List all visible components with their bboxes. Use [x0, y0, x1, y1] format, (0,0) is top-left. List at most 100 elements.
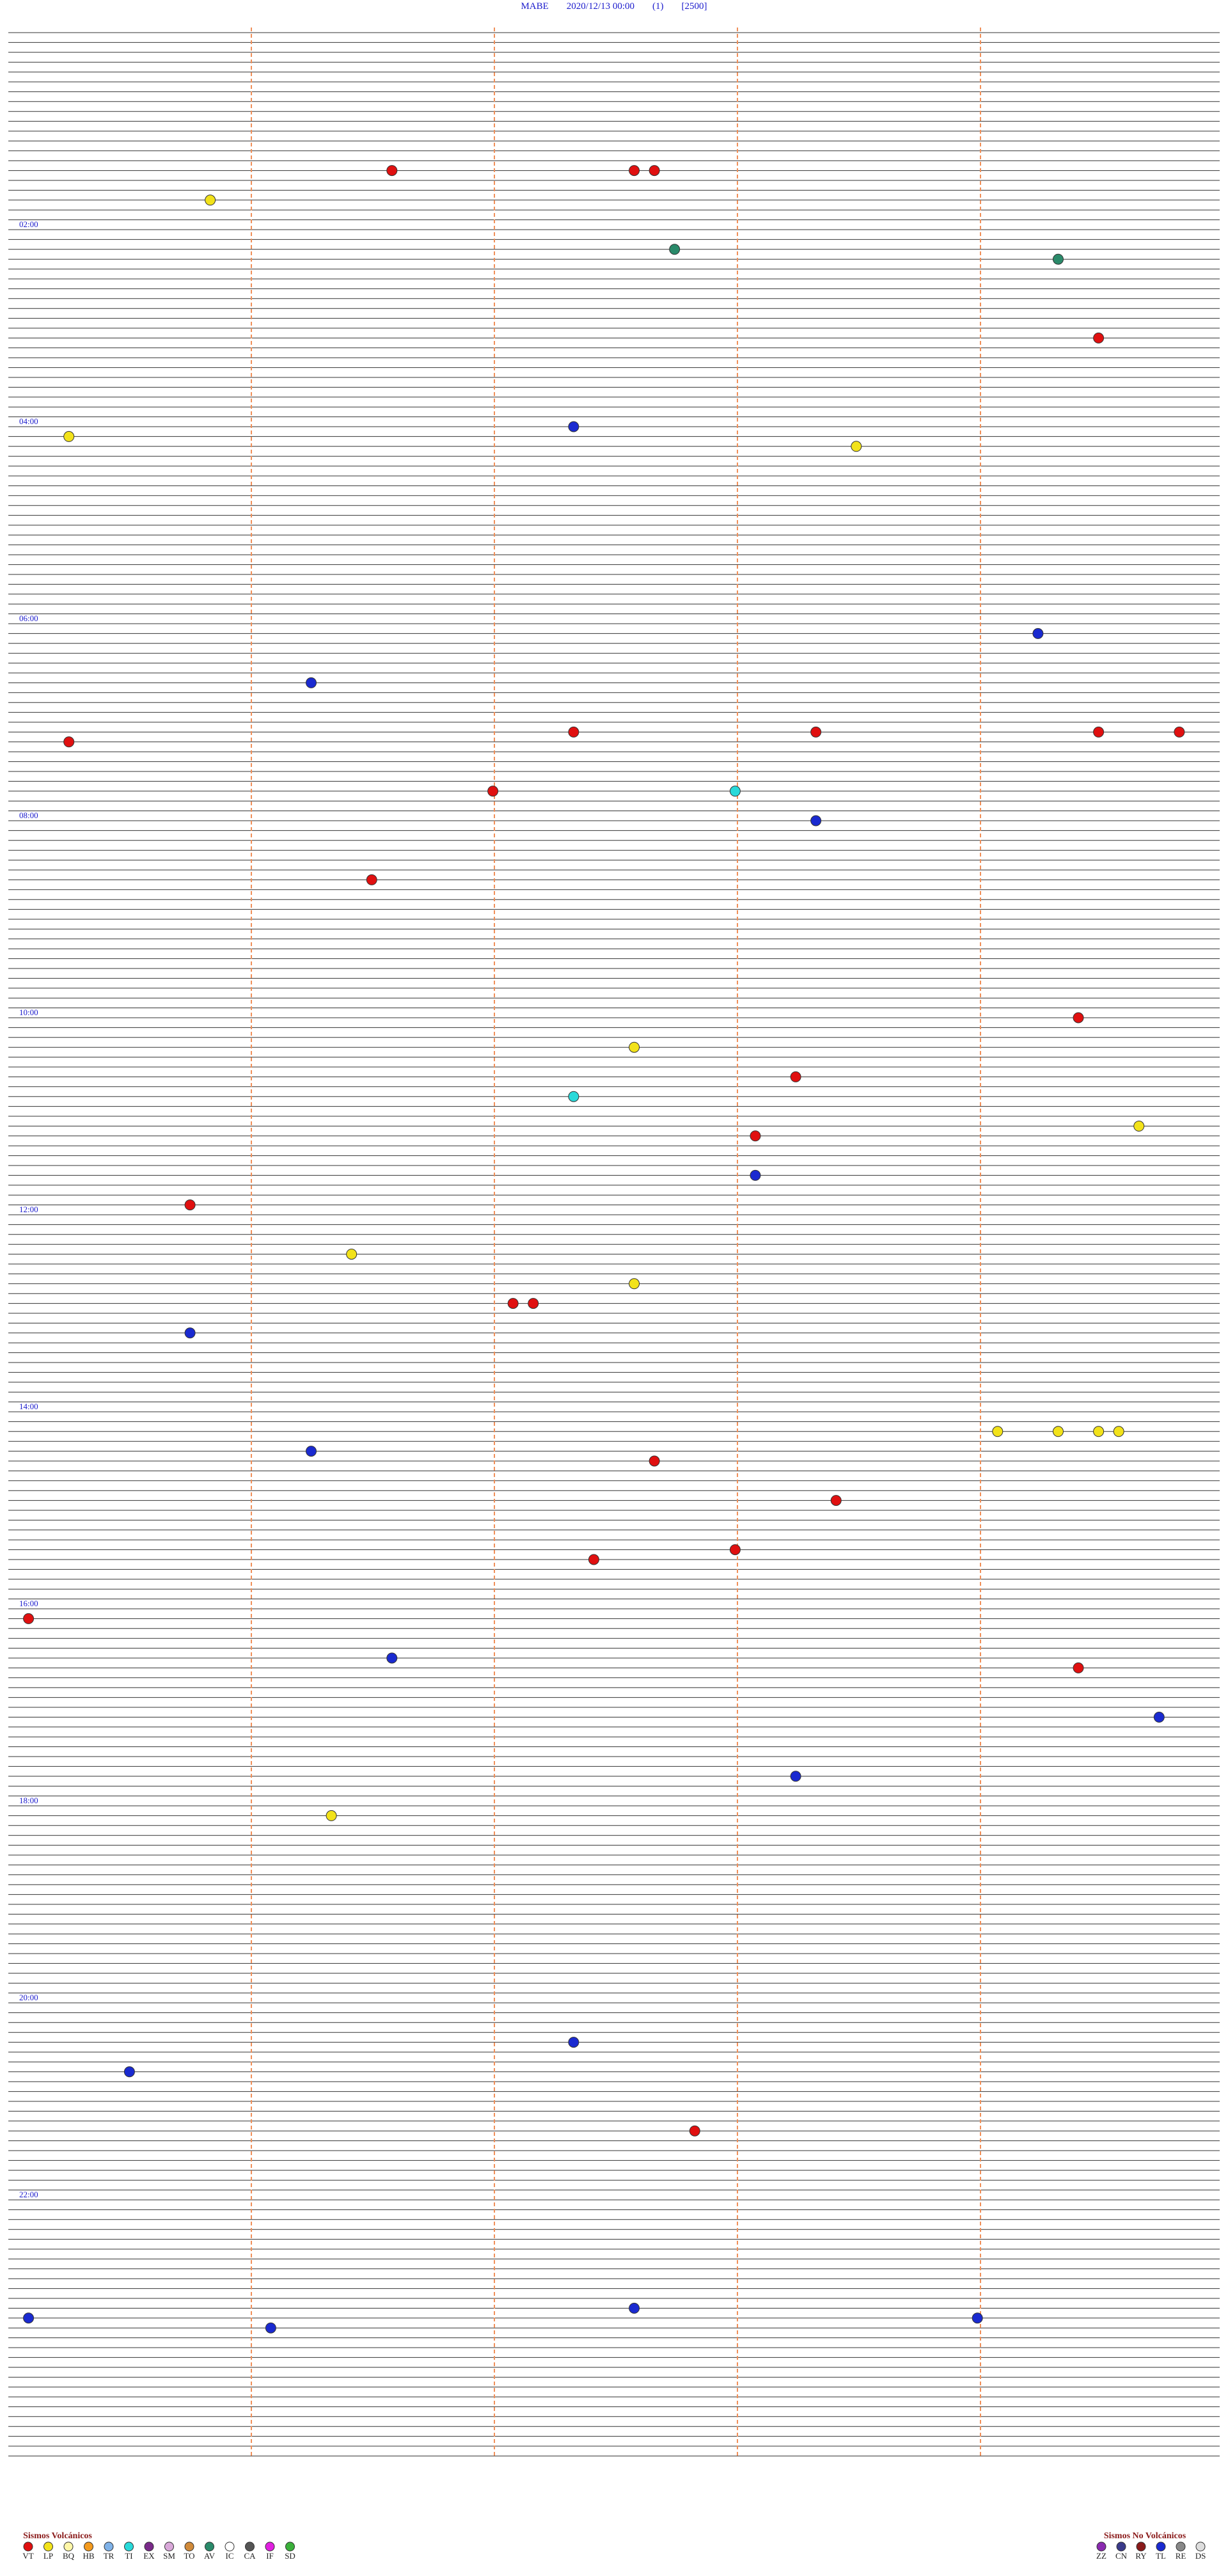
- legend-marker: [224, 2541, 235, 2552]
- event: [568, 421, 579, 432]
- event: [1093, 726, 1105, 738]
- event: [729, 786, 741, 797]
- event: [23, 2312, 35, 2324]
- legend-label: EX: [143, 2551, 155, 2561]
- event: [1052, 1426, 1064, 1437]
- event: [184, 1199, 196, 1211]
- event: [63, 431, 75, 442]
- event: [63, 736, 75, 748]
- legend-label: SM: [163, 2551, 175, 2561]
- legend-marker: [144, 2541, 154, 2552]
- legend-marker: [63, 2541, 74, 2552]
- event: [528, 1298, 539, 1309]
- hour-label: 02:00: [19, 219, 38, 229]
- legend-marker: [124, 2541, 134, 2552]
- legend-marker: [1156, 2541, 1166, 2552]
- traces: [8, 32, 1220, 2456]
- scale: [2500]: [681, 1, 707, 12]
- legend-label: ZZ: [1096, 2551, 1106, 2561]
- legend-marker: [285, 2541, 295, 2552]
- event: [306, 1446, 317, 1457]
- legend-label: TO: [184, 2551, 194, 2561]
- legend-label: IC: [226, 2551, 234, 2561]
- event: [649, 165, 660, 177]
- event: [1153, 1711, 1165, 1723]
- legend-label: LP: [43, 2551, 53, 2561]
- event: [23, 1613, 35, 1624]
- legend-label: HB: [83, 2551, 94, 2561]
- event: [1052, 253, 1064, 265]
- hour-label: 14:00: [19, 1402, 38, 1411]
- event: [184, 1327, 196, 1339]
- event: [649, 1455, 660, 1467]
- legend-marker: [245, 2541, 255, 2552]
- event: [386, 165, 398, 177]
- legend-label: RY: [1135, 2551, 1147, 2561]
- event: [1032, 628, 1044, 639]
- event: [346, 1249, 358, 1260]
- event: [1073, 1662, 1084, 1673]
- legend-label: TI: [125, 2551, 132, 2561]
- legend-marker: [43, 2541, 53, 2552]
- legend-marker: [1176, 2541, 1186, 2552]
- legend-marker: [84, 2541, 93, 2552]
- legend-marker: [23, 2541, 33, 2552]
- legend-title: Sismos Volcánicos: [23, 2531, 92, 2541]
- legend-label: VT: [22, 2551, 33, 2561]
- event: [487, 786, 499, 797]
- event: [326, 1810, 337, 1821]
- event: [568, 726, 579, 738]
- event: [810, 815, 822, 826]
- event: [629, 165, 640, 177]
- legend-marker: [265, 2541, 275, 2552]
- legend-marker: [164, 2541, 174, 2552]
- event: [1073, 1012, 1084, 1023]
- event: [205, 194, 216, 206]
- event: [790, 1071, 801, 1082]
- event: [992, 1426, 1004, 1437]
- event: [1093, 332, 1105, 344]
- legend-label: CA: [244, 2551, 256, 2561]
- event: [568, 2037, 579, 2048]
- legend-marker: [1116, 2541, 1126, 2552]
- event: [1093, 1426, 1105, 1437]
- event: [750, 1169, 761, 1181]
- event: [629, 1278, 640, 1290]
- event: [810, 726, 822, 738]
- hour-label: 16:00: [19, 1599, 38, 1608]
- event: [568, 1091, 579, 1102]
- hour-label: 12:00: [19, 1205, 38, 1214]
- legend-marker: [1096, 2541, 1106, 2552]
- hour-label: 22:00: [19, 2190, 38, 2199]
- event: [790, 1771, 801, 1782]
- event: [588, 1554, 599, 1565]
- event: [386, 1652, 398, 1664]
- legend-title: Sismos No Volcánicos: [1104, 2531, 1186, 2541]
- legend-marker: [1195, 2541, 1206, 2552]
- event: [669, 244, 681, 255]
- event: [750, 1130, 761, 1142]
- legend-label: DS: [1195, 2551, 1206, 2561]
- hour-label: 20:00: [19, 1993, 38, 2002]
- hour-label: 18:00: [19, 1796, 38, 1805]
- event: [366, 874, 377, 885]
- legend-label: TR: [104, 2551, 114, 2561]
- legend-label: TL: [1156, 2551, 1166, 2561]
- hour-label: 04:00: [19, 416, 38, 426]
- hour-label: 10:00: [19, 1007, 38, 1017]
- event: [851, 441, 862, 452]
- channel: (1): [652, 1, 664, 12]
- header: MABE 2020/12/13 00:00 (1) [2500]: [0, 1, 1228, 12]
- legend-marker: [205, 2541, 214, 2552]
- hour-label: 08:00: [19, 810, 38, 820]
- event: [306, 677, 317, 688]
- event: [629, 2302, 640, 2314]
- event: [265, 2322, 276, 2334]
- event: [123, 2066, 135, 2078]
- event: [830, 1495, 842, 1506]
- event: [629, 1041, 640, 1053]
- event: [507, 1298, 519, 1309]
- legend-marker: [1136, 2541, 1146, 2552]
